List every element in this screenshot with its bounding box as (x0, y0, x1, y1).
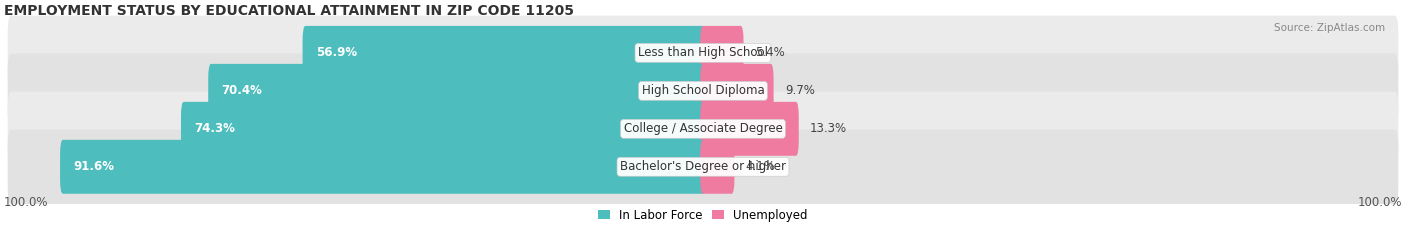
Text: EMPLOYMENT STATUS BY EDUCATIONAL ATTAINMENT IN ZIP CODE 11205: EMPLOYMENT STATUS BY EDUCATIONAL ATTAINM… (4, 4, 574, 18)
Text: 13.3%: 13.3% (810, 122, 846, 135)
Text: 74.3%: 74.3% (194, 122, 235, 135)
Text: Source: ZipAtlas.com: Source: ZipAtlas.com (1274, 23, 1385, 33)
FancyBboxPatch shape (7, 130, 1399, 204)
FancyBboxPatch shape (700, 26, 744, 80)
Legend: In Labor Force, Unemployed: In Labor Force, Unemployed (593, 204, 813, 226)
Text: Less than High School: Less than High School (638, 46, 768, 59)
Text: High School Diploma: High School Diploma (641, 84, 765, 97)
Text: 91.6%: 91.6% (73, 160, 114, 173)
FancyBboxPatch shape (7, 54, 1399, 128)
FancyBboxPatch shape (302, 26, 706, 80)
Text: 70.4%: 70.4% (222, 84, 263, 97)
FancyBboxPatch shape (181, 102, 706, 156)
Text: 4.1%: 4.1% (745, 160, 776, 173)
Text: 5.4%: 5.4% (755, 46, 785, 59)
Text: 56.9%: 56.9% (316, 46, 357, 59)
FancyBboxPatch shape (700, 64, 773, 118)
FancyBboxPatch shape (60, 140, 706, 194)
Text: Bachelor's Degree or higher: Bachelor's Degree or higher (620, 160, 786, 173)
FancyBboxPatch shape (7, 16, 1399, 90)
Text: 100.0%: 100.0% (1357, 196, 1402, 209)
FancyBboxPatch shape (208, 64, 706, 118)
Text: 100.0%: 100.0% (4, 196, 49, 209)
Text: College / Associate Degree: College / Associate Degree (624, 122, 782, 135)
FancyBboxPatch shape (700, 102, 799, 156)
Text: 9.7%: 9.7% (785, 84, 814, 97)
FancyBboxPatch shape (7, 92, 1399, 166)
FancyBboxPatch shape (700, 140, 734, 194)
